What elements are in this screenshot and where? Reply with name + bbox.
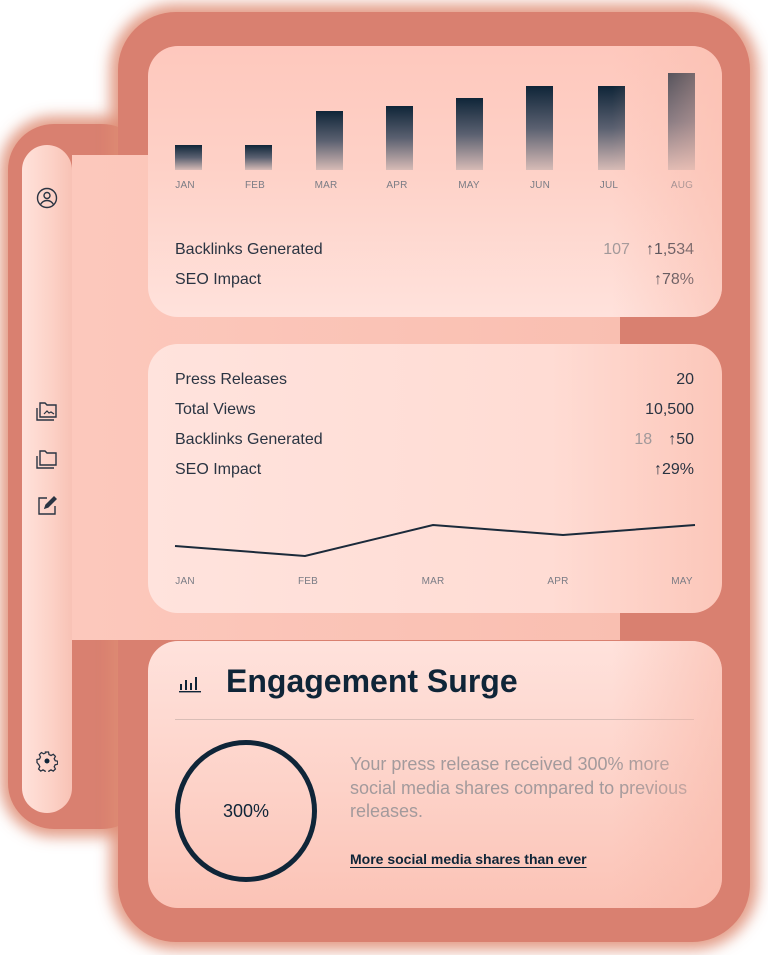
sidebar	[22, 145, 72, 813]
stat-label: SEO Impact	[175, 271, 262, 288]
x-label: MAR	[314, 180, 338, 191]
bar-feb	[245, 145, 272, 170]
shares-link[interactable]: More social media shares than ever	[350, 851, 587, 867]
x-label: JUN	[529, 180, 551, 191]
stat-value: 20	[676, 371, 694, 388]
x-label: APR	[547, 576, 569, 587]
stat-label: Press Releases	[175, 371, 288, 388]
stat-secondary: 107	[603, 241, 630, 258]
bar-jan	[175, 145, 202, 170]
stat-value: ↑1,534	[645, 241, 694, 258]
image-folder-icon[interactable]	[35, 399, 59, 423]
stat-label: Backlinks Generated	[175, 241, 323, 258]
bar-jul	[598, 86, 625, 170]
percentage-ring: 300%	[175, 740, 317, 882]
stat-value: ↑78%	[653, 271, 694, 288]
stat-value: 10,500	[645, 401, 694, 418]
stat-value: ↑29%	[653, 461, 694, 478]
line-chart	[174, 523, 696, 558]
stat-row-total-views: Total Views 10,500	[175, 400, 694, 420]
x-label: MAR	[421, 576, 445, 587]
divider	[175, 719, 694, 720]
x-label: MAY	[458, 180, 480, 191]
stat-secondary: 18	[634, 431, 653, 448]
bar-may	[456, 98, 483, 170]
gear-icon[interactable]	[35, 749, 59, 773]
bar-chart-icon	[178, 673, 204, 698]
stat-label: Total Views	[175, 401, 256, 418]
stat-row-backlinks: Backlinks Generated 18 ↑50	[175, 430, 694, 450]
bar-apr	[386, 106, 413, 170]
card-title: Engagement Surge	[226, 663, 518, 699]
x-label: FEB	[244, 180, 266, 191]
backlinks-bar-chart-card: JAN FEB MAR APR MAY JUN JUL AUG Backlink…	[148, 46, 722, 317]
engagement-surge-card: Engagement Surge 300% Your press release…	[148, 641, 722, 908]
stat-label: Backlinks Generated	[175, 431, 323, 448]
stat-row-seo: SEO Impact ↑29%	[175, 460, 694, 480]
description: Your press release received 300% more so…	[350, 754, 688, 821]
bar-mar	[316, 111, 343, 170]
stat-value: ↑50	[668, 431, 694, 448]
bar-jun	[526, 86, 553, 170]
user-circle-icon[interactable]	[35, 186, 59, 210]
press-release-stats-card: Press Releases 20 Total Views 10,500 Bac…	[148, 344, 722, 613]
folders-icon[interactable]	[35, 447, 59, 471]
stat-row-seo: SEO Impact ↑78%	[175, 270, 694, 290]
stat-label: SEO Impact	[175, 461, 262, 478]
x-label: AUG	[670, 180, 694, 191]
x-label: JUL	[599, 180, 619, 191]
stat-row-backlinks: Backlinks Generated 107 ↑1,534	[175, 240, 694, 260]
x-label: MAY	[671, 576, 693, 587]
x-label: JAN	[175, 576, 195, 587]
edit-icon[interactable]	[35, 494, 59, 518]
x-label: FEB	[297, 576, 319, 587]
x-label: JAN	[175, 180, 195, 191]
bar-aug	[668, 73, 695, 170]
stat-row-press-releases: Press Releases 20	[175, 370, 694, 390]
percentage-value: 300%	[222, 800, 270, 821]
x-label: APR	[386, 180, 408, 191]
